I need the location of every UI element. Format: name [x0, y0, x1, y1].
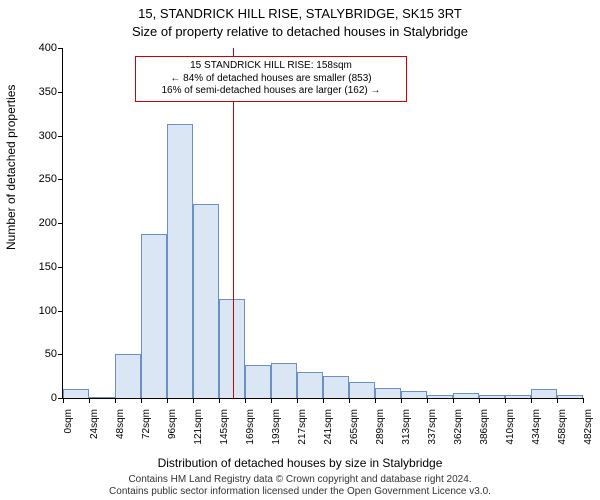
- annotation-box: 15 STANDRICK HILL RISE: 158sqm← 84% of d…: [135, 56, 407, 102]
- y-tick-mark: [58, 179, 63, 180]
- x-tick-mark: [427, 398, 428, 403]
- histogram-bar: [453, 393, 479, 398]
- histogram-bar: [375, 388, 401, 399]
- x-tick-label: 169sqm: [245, 409, 256, 445]
- x-tick-label: 458sqm: [557, 409, 568, 445]
- histogram-bar: [479, 395, 505, 399]
- x-tick-mark: [323, 398, 324, 403]
- x-tick-mark: [401, 398, 402, 403]
- histogram-bar: [323, 376, 349, 398]
- x-tick-label: 0sqm: [63, 409, 74, 433]
- footer-line-1: Contains HM Land Registry data © Crown c…: [0, 474, 600, 486]
- x-tick-label: 265sqm: [349, 409, 360, 445]
- footer-line-2: Contains public sector information licen…: [0, 486, 600, 498]
- histogram-bar: [63, 389, 89, 398]
- annotation-line-1: 15 STANDRICK HILL RISE: 158sqm: [142, 60, 400, 73]
- x-tick-label: 193sqm: [271, 409, 282, 445]
- x-tick-label: 434sqm: [531, 409, 542, 445]
- x-tick-mark: [245, 398, 246, 403]
- x-tick-mark: [557, 398, 558, 403]
- x-tick-mark: [271, 398, 272, 403]
- x-tick-label: 145sqm: [219, 409, 230, 445]
- x-tick-label: 313sqm: [401, 409, 412, 445]
- histogram-bar: [245, 365, 271, 398]
- histogram-bar: [531, 389, 557, 398]
- y-tick-mark: [58, 267, 63, 268]
- histogram-bar: [115, 354, 141, 398]
- y-tick-label: 300: [39, 130, 57, 142]
- x-tick-label: 24sqm: [89, 409, 100, 439]
- annotation-line-2: ← 84% of detached houses are smaller (85…: [142, 73, 400, 86]
- y-tick-mark: [58, 223, 63, 224]
- y-axis-label: Number of detached properties: [4, 85, 18, 250]
- y-tick-mark: [58, 48, 63, 49]
- histogram-bar: [271, 363, 297, 398]
- footer-attribution: Contains HM Land Registry data © Crown c…: [0, 474, 600, 498]
- x-tick-label: 362sqm: [453, 409, 464, 445]
- x-tick-mark: [63, 398, 64, 403]
- histogram-bar: [193, 204, 219, 398]
- x-tick-mark: [219, 398, 220, 403]
- histogram-bar: [141, 234, 167, 399]
- x-tick-mark: [505, 398, 506, 403]
- annotation-line-3: 16% of semi-detached houses are larger (…: [142, 85, 400, 98]
- x-tick-mark: [89, 398, 90, 403]
- histogram-bar: [401, 391, 427, 398]
- x-tick-mark: [583, 398, 584, 403]
- x-tick-mark: [479, 398, 480, 403]
- x-tick-mark: [349, 398, 350, 403]
- x-tick-mark: [531, 398, 532, 403]
- y-tick-mark: [58, 311, 63, 312]
- x-tick-label: 289sqm: [375, 409, 386, 445]
- page-title: 15, STANDRICK HILL RISE, STALYBRIDGE, SK…: [0, 6, 600, 21]
- histogram-bar: [557, 395, 583, 398]
- y-tick-label: 350: [39, 86, 57, 98]
- histogram-bar: [219, 299, 245, 398]
- histogram-bar: [349, 382, 375, 398]
- y-tick-label: 100: [39, 305, 57, 317]
- chart-subtitle: Size of property relative to detached ho…: [0, 24, 600, 39]
- y-tick-mark: [58, 136, 63, 137]
- histogram-bar: [89, 397, 115, 398]
- x-tick-mark: [453, 398, 454, 403]
- histogram-plot: 0501001502002503003504000sqm24sqm48sqm72…: [62, 48, 583, 399]
- x-tick-mark: [141, 398, 142, 403]
- x-tick-mark: [193, 398, 194, 403]
- histogram-bar: [427, 395, 453, 399]
- y-tick-label: 50: [45, 348, 57, 360]
- y-tick-label: 150: [39, 261, 57, 273]
- x-tick-label: 386sqm: [479, 409, 490, 445]
- x-tick-label: 241sqm: [323, 409, 334, 445]
- x-tick-mark: [167, 398, 168, 403]
- x-tick-mark: [297, 398, 298, 403]
- histogram-bar: [505, 395, 531, 398]
- y-tick-mark: [58, 354, 63, 355]
- x-tick-label: 337sqm: [427, 409, 438, 445]
- y-tick-mark: [58, 92, 63, 93]
- y-tick-label: 250: [39, 173, 57, 185]
- x-tick-label: 48sqm: [115, 409, 126, 439]
- x-tick-label: 217sqm: [297, 409, 308, 445]
- x-tick-mark: [375, 398, 376, 403]
- x-tick-label: 96sqm: [167, 409, 178, 439]
- y-tick-label: 400: [39, 42, 57, 54]
- histogram-bar: [297, 372, 323, 398]
- histogram-bar: [167, 124, 193, 398]
- y-tick-label: 0: [51, 392, 57, 404]
- x-tick-label: 410sqm: [505, 409, 516, 445]
- x-tick-label: 72sqm: [141, 409, 152, 439]
- x-tick-label: 482sqm: [583, 409, 594, 445]
- x-axis-label: Distribution of detached houses by size …: [0, 456, 600, 470]
- x-tick-mark: [115, 398, 116, 403]
- y-tick-label: 200: [39, 217, 57, 229]
- x-tick-label: 121sqm: [193, 409, 204, 445]
